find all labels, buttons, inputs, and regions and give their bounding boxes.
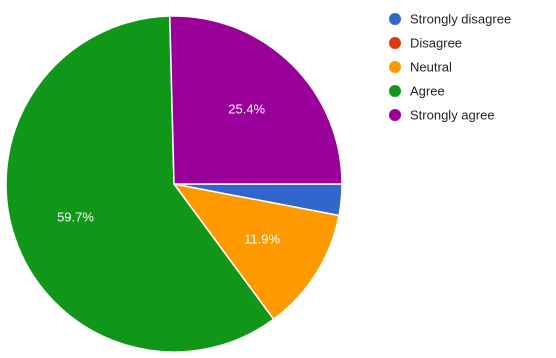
legend-label-neutral: Neutral bbox=[410, 60, 452, 75]
legend-label-disagree: Disagree bbox=[410, 36, 462, 51]
slice-label-strongly-agree: 25.4% bbox=[228, 101, 265, 116]
legend-marker-strongly-agree bbox=[389, 109, 401, 121]
legend-marker-agree bbox=[389, 85, 401, 97]
legend-marker-strongly-disagree bbox=[389, 13, 401, 25]
legend-label-strongly-disagree: Strongly disagree bbox=[410, 12, 511, 27]
legend-label-strongly-agree: Strongly agree bbox=[410, 108, 495, 123]
pie-slice-strongly-agree bbox=[169, 15, 343, 185]
legend-marker-neutral bbox=[389, 61, 401, 73]
legend-marker-disagree bbox=[389, 37, 401, 49]
pie-slice-neutral bbox=[172, 182, 340, 321]
pie-slice-agree bbox=[5, 15, 275, 353]
slice-label-neutral: 11.9% bbox=[244, 232, 280, 247]
pie-slice-labels: 11.9% 59.7% 25.4% bbox=[57, 101, 280, 246]
pie-slices bbox=[5, 15, 343, 353]
slice-label-agree: 59.7% bbox=[57, 210, 94, 225]
legend: Strongly disagree Disagree Neutral Agree Str… bbox=[389, 12, 511, 123]
legend-label-agree: Agree bbox=[410, 84, 445, 99]
